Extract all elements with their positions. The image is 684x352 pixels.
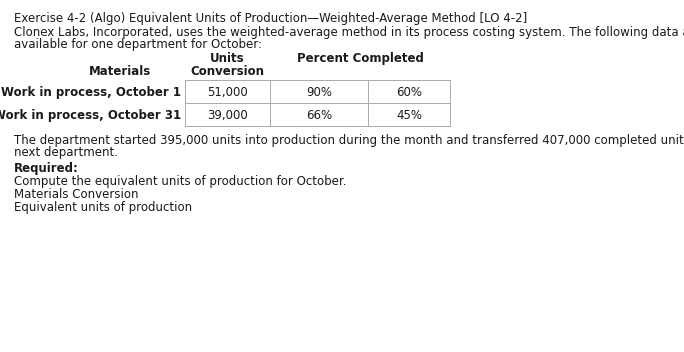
Text: Work in process, October 1: Work in process, October 1: [1, 86, 181, 99]
Text: available for one department for October:: available for one department for October…: [14, 38, 262, 51]
Text: Percent Completed: Percent Completed: [297, 52, 423, 65]
Text: 60%: 60%: [396, 86, 422, 99]
Text: 66%: 66%: [306, 109, 332, 122]
Text: The department started 395,000 units into production during the month and transf: The department started 395,000 units int…: [14, 134, 684, 147]
Text: Conversion: Conversion: [191, 65, 265, 78]
Text: Required:: Required:: [14, 162, 79, 175]
Text: 90%: 90%: [306, 86, 332, 99]
Text: Clonex Labs, Incorporated, uses the weighted-average method in its process costi: Clonex Labs, Incorporated, uses the weig…: [14, 26, 684, 39]
Text: Compute the equivalent units of production for October.: Compute the equivalent units of producti…: [14, 175, 347, 188]
Text: 51,000: 51,000: [207, 86, 248, 99]
Text: Materials Conversion: Materials Conversion: [14, 188, 138, 201]
Text: next department.: next department.: [14, 146, 118, 159]
Text: Materials: Materials: [89, 65, 151, 78]
Text: Exercise 4-2 (Algo) Equivalent Units of Production—Weighted-Average Method [LO 4: Exercise 4-2 (Algo) Equivalent Units of …: [14, 12, 527, 25]
Text: Equivalent units of production: Equivalent units of production: [14, 201, 192, 214]
Text: Units: Units: [210, 52, 245, 65]
Text: 45%: 45%: [396, 109, 422, 122]
Text: 39,000: 39,000: [207, 109, 248, 122]
Text: Work in process, October 31: Work in process, October 31: [0, 109, 181, 122]
